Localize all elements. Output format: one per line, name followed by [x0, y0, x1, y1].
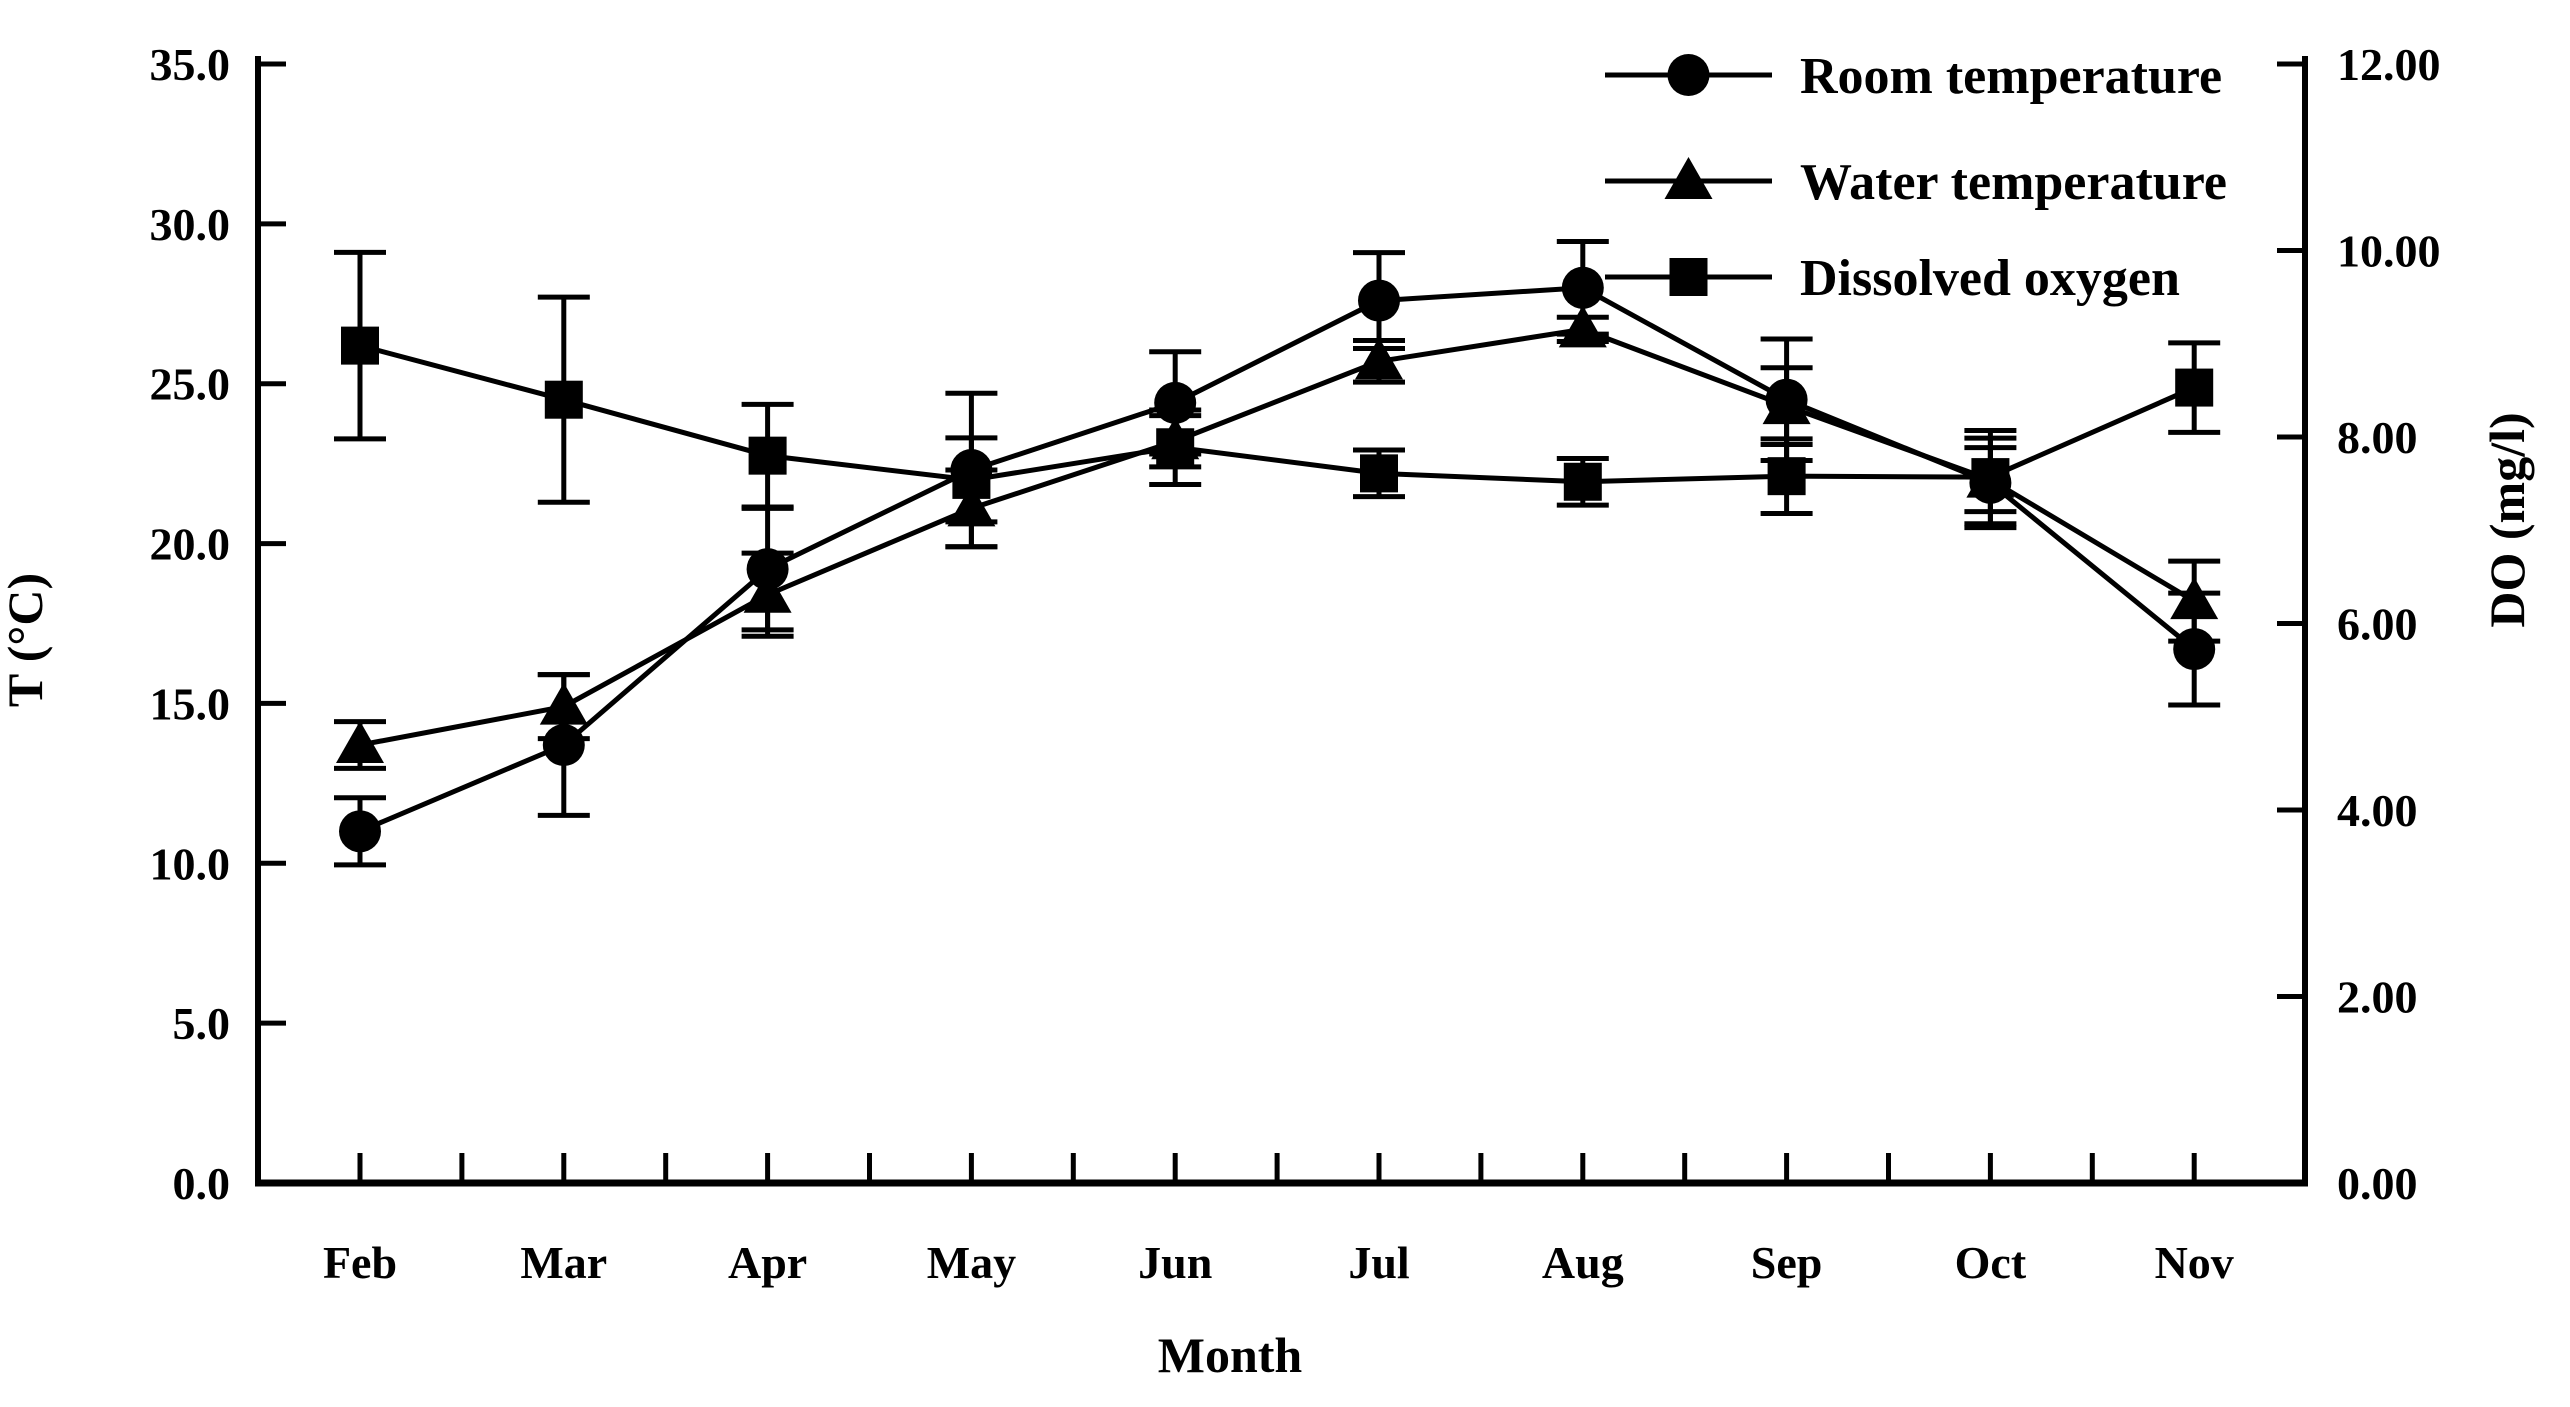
marker-dissolved-oxygen-mar — [544, 380, 583, 419]
marker-room-temperature-aug — [1561, 266, 1604, 309]
x-axis-month-label: Aug — [1542, 1237, 1624, 1288]
x-axis-month-label: Oct — [1955, 1237, 2027, 1288]
x-axis-month-label: May — [927, 1237, 1016, 1288]
marker-dissolved-oxygen-sep — [1767, 457, 1806, 496]
marker-water-temperature-nov — [2170, 577, 2219, 620]
y-axis-left-tick-label: 10.0 — [150, 838, 231, 889]
legend-swatch-triangle-icon — [1664, 157, 1713, 199]
y-axis-right-tick-label: 8.00 — [2337, 412, 2418, 463]
marker-dissolved-oxygen-may — [952, 460, 991, 499]
marker-room-temperature-nov — [2173, 628, 2216, 671]
marker-dissolved-oxygen-jul — [1360, 454, 1398, 493]
legend-label-dissolved-oxygen: Dissolved oxygen — [1800, 250, 2180, 307]
y-axis-left-tick-label: 30.0 — [150, 199, 231, 250]
x-axis-month-label: Jun — [1138, 1237, 1212, 1288]
legend-swatch-square-icon — [1669, 258, 1708, 296]
marker-dissolved-oxygen-feb — [341, 326, 379, 365]
y-axis-left-tick-label: 25.0 — [150, 359, 231, 410]
left-axis-title: T (°C) — [0, 573, 53, 707]
y-axis-left-tick-label: 20.0 — [150, 519, 231, 570]
marker-dissolved-oxygen-jun — [1156, 428, 1195, 467]
marker-room-temperature-jul — [1358, 279, 1400, 322]
marker-dissolved-oxygen-apr — [748, 436, 787, 475]
y-axis-left-tick-label: 0.0 — [173, 1158, 231, 1209]
x-axis-month-label: Jul — [1348, 1237, 1409, 1288]
marker-room-temperature-feb — [339, 810, 381, 853]
y-axis-left-tick-label: 5.0 — [173, 998, 231, 1049]
marker-dissolved-oxygen-oct — [1971, 458, 2010, 497]
y-axis-right-tick-label: 4.00 — [2337, 785, 2418, 836]
marker-water-temperature-sep — [1762, 382, 1811, 425]
series-line-dissolved-oxygen — [359, 343, 2196, 485]
x-axis-month-label: Nov — [2155, 1237, 2234, 1288]
y-axis-right-tick-label: 12.00 — [2337, 39, 2441, 90]
marker-dissolved-oxygen-nov — [2175, 368, 2214, 407]
x-axis-month-label: Mar — [520, 1237, 607, 1288]
x-axis-month-label: Sep — [1751, 1237, 1823, 1288]
series-line-room-temperature — [359, 285, 2196, 834]
right-axis-title: DO (mg/l) — [2479, 412, 2535, 627]
legend-label-water-temperature: Water temperature — [1800, 154, 2227, 211]
y-axis-right-tick-label: 0.00 — [2337, 1158, 2418, 1209]
legend-label-room-temperature: Room temperature — [1800, 48, 2222, 105]
y-axis-left-tick-label: 15.0 — [150, 678, 231, 729]
y-axis-right-tick-label: 2.00 — [2337, 972, 2418, 1023]
x-axis-title: Month — [1158, 1327, 1303, 1383]
y-axis-right-tick-label: 10.00 — [2337, 226, 2441, 277]
marker-water-temperature-feb — [336, 720, 384, 763]
y-axis-left-tick-label: 35.0 — [150, 39, 231, 90]
marker-water-temperature-mar — [539, 682, 588, 725]
marker-dissolved-oxygen-aug — [1563, 462, 1602, 501]
series-line-water-temperature — [359, 326, 2196, 748]
marker-water-temperature-aug — [1558, 305, 1607, 348]
y-axis-right-tick-label: 6.00 — [2337, 599, 2418, 650]
legend-swatch-circle-icon — [1667, 54, 1710, 96]
x-axis-month-label: Apr — [728, 1237, 807, 1288]
marker-water-temperature-apr — [743, 570, 792, 613]
marker-water-temperature-jul — [1355, 337, 1403, 380]
marker-room-temperature-mar — [542, 723, 585, 766]
x-axis-month-label: Feb — [323, 1237, 397, 1288]
